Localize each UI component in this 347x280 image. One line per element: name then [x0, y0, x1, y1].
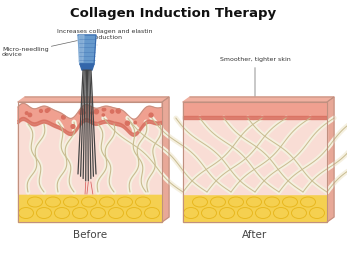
Polygon shape — [18, 104, 162, 133]
Ellipse shape — [100, 197, 115, 207]
Ellipse shape — [291, 207, 306, 218]
Polygon shape — [18, 118, 162, 194]
Ellipse shape — [202, 207, 217, 218]
Circle shape — [40, 109, 42, 112]
Polygon shape — [80, 64, 94, 70]
Ellipse shape — [109, 207, 124, 218]
Polygon shape — [18, 194, 162, 222]
Ellipse shape — [255, 207, 271, 218]
Circle shape — [71, 125, 75, 128]
Circle shape — [125, 121, 129, 125]
Polygon shape — [183, 116, 327, 119]
Text: Collagen Induction Therapy: Collagen Induction Therapy — [70, 7, 276, 20]
Circle shape — [79, 111, 83, 114]
Ellipse shape — [82, 197, 96, 207]
Ellipse shape — [127, 207, 142, 218]
Polygon shape — [183, 194, 327, 222]
Circle shape — [102, 114, 104, 116]
Ellipse shape — [301, 197, 315, 207]
Circle shape — [149, 113, 153, 117]
Circle shape — [25, 112, 28, 115]
Text: Increases collagen and elastin
production: Increases collagen and elastin productio… — [57, 29, 153, 45]
Polygon shape — [79, 35, 84, 62]
Ellipse shape — [118, 197, 133, 207]
Ellipse shape — [144, 207, 160, 218]
Ellipse shape — [45, 197, 60, 207]
Text: After: After — [242, 230, 268, 240]
Polygon shape — [183, 102, 327, 116]
Ellipse shape — [193, 197, 208, 207]
Ellipse shape — [310, 207, 324, 218]
Ellipse shape — [135, 197, 151, 207]
Polygon shape — [327, 97, 334, 222]
Circle shape — [45, 109, 49, 112]
Polygon shape — [78, 35, 96, 64]
Circle shape — [134, 121, 136, 124]
Circle shape — [110, 110, 114, 113]
Ellipse shape — [273, 207, 288, 218]
Ellipse shape — [264, 197, 279, 207]
Circle shape — [47, 108, 50, 111]
Ellipse shape — [36, 207, 51, 218]
Circle shape — [116, 109, 120, 113]
Ellipse shape — [237, 207, 253, 218]
Polygon shape — [162, 97, 169, 222]
Ellipse shape — [27, 197, 42, 207]
Circle shape — [83, 111, 85, 114]
Polygon shape — [183, 116, 327, 194]
Polygon shape — [18, 118, 162, 136]
Circle shape — [62, 115, 65, 119]
Circle shape — [103, 108, 106, 111]
Text: Smoother, tighter skin: Smoother, tighter skin — [220, 57, 290, 96]
Ellipse shape — [246, 197, 262, 207]
Circle shape — [28, 113, 32, 117]
Ellipse shape — [211, 197, 226, 207]
Circle shape — [102, 108, 104, 111]
Text: Micro-needling
device: Micro-needling device — [2, 41, 77, 57]
Ellipse shape — [91, 207, 105, 218]
Ellipse shape — [64, 197, 78, 207]
Ellipse shape — [282, 197, 297, 207]
Circle shape — [91, 112, 93, 114]
Circle shape — [94, 109, 99, 114]
Ellipse shape — [73, 207, 87, 218]
Polygon shape — [18, 97, 169, 102]
Ellipse shape — [54, 207, 69, 218]
Ellipse shape — [220, 207, 235, 218]
Text: Before: Before — [73, 230, 107, 240]
Polygon shape — [183, 97, 334, 102]
Ellipse shape — [184, 207, 198, 218]
Ellipse shape — [229, 197, 244, 207]
Circle shape — [80, 109, 84, 112]
Ellipse shape — [18, 207, 34, 218]
